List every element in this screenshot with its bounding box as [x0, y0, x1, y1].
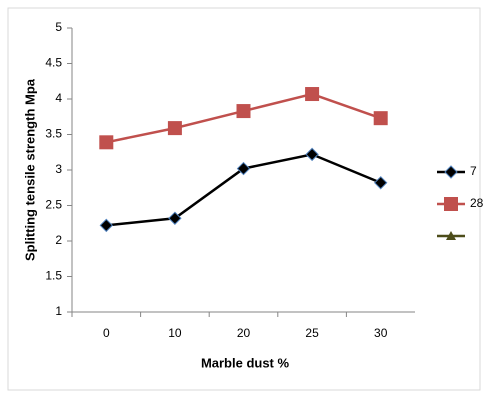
y-tick-label: 5 — [55, 20, 62, 34]
y-tick-label: 3.5 — [45, 127, 62, 141]
x-tick-label: 20 — [237, 326, 251, 340]
point — [99, 218, 114, 233]
x-tick-label: 0 — [103, 326, 110, 340]
y-tick-label: 2.5 — [45, 198, 62, 212]
y-tick-label: 4 — [55, 91, 62, 105]
point — [167, 121, 182, 136]
point — [168, 211, 182, 225]
point — [305, 87, 320, 102]
y-axis-title: Splitting tensile strength Mpa — [22, 78, 37, 261]
point — [305, 147, 319, 162]
legend-label: 7 — [470, 164, 477, 178]
point — [444, 165, 458, 179]
point — [446, 231, 456, 240]
point — [373, 176, 388, 190]
x-tick-label: 25 — [305, 326, 319, 340]
y-tick-label: 1.5 — [45, 269, 62, 283]
point — [236, 161, 251, 176]
point — [236, 104, 251, 119]
y-tick-label: 2 — [55, 233, 62, 247]
y-tick-label: 3 — [55, 162, 62, 176]
point — [373, 111, 388, 126]
chart-border — [7, 7, 481, 391]
point — [444, 197, 458, 211]
x-tick-label: 10 — [168, 326, 182, 340]
y-tick-label: 1 — [55, 304, 62, 318]
x-tick-label: 30 — [374, 326, 388, 340]
x-axis-title: Marble dust % — [201, 355, 290, 370]
legend-label: 28 — [470, 196, 484, 210]
point — [99, 135, 114, 150]
y-tick-label: 4.5 — [45, 56, 62, 70]
